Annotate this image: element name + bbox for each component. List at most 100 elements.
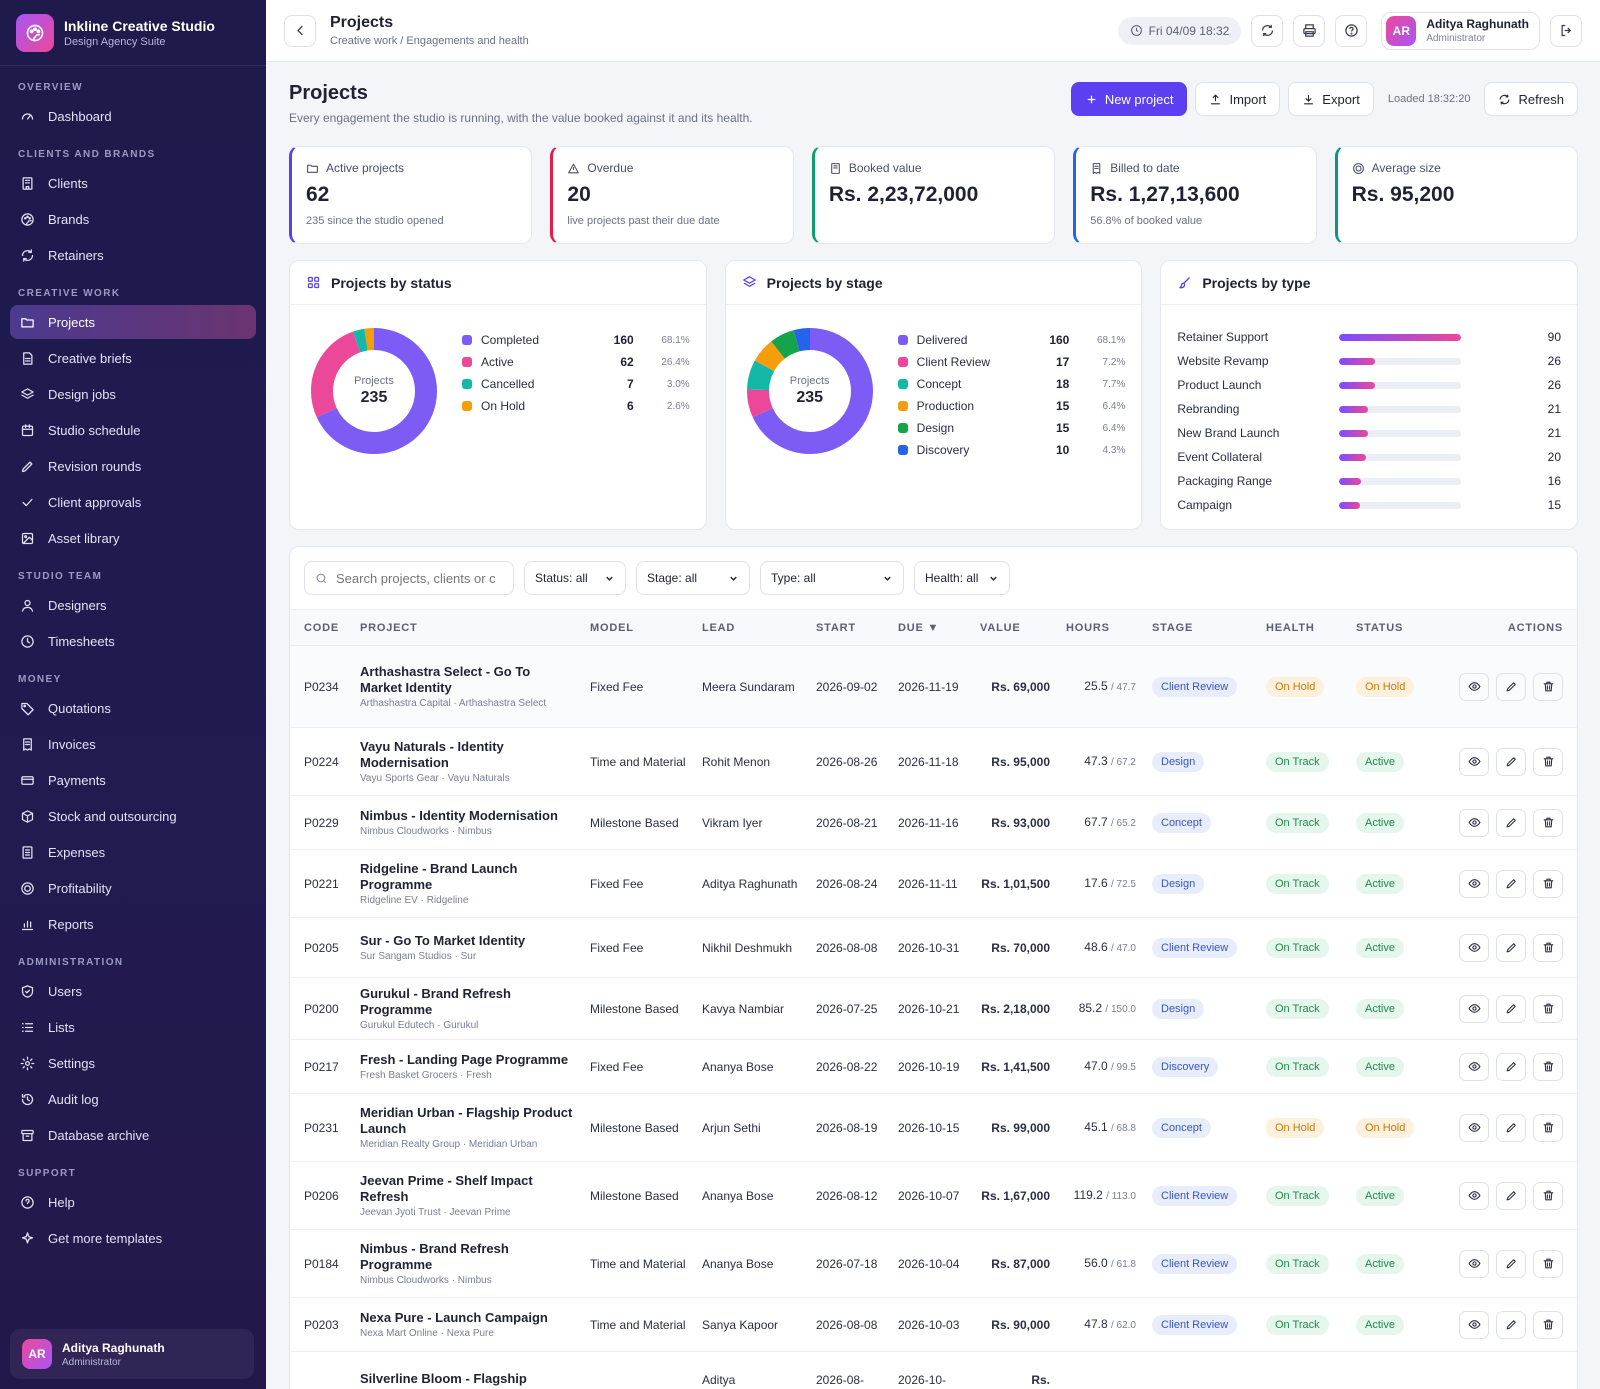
sidebar-item-dashboard[interactable]: Dashboard [10,99,256,133]
sidebar-item-audit-log[interactable]: Audit log [10,1082,256,1116]
delete-button[interactable] [1533,1181,1563,1210]
sidebar-item-design-jobs[interactable]: Design jobs [10,377,256,411]
search-input[interactable] [336,570,506,586]
delete-button[interactable] [1533,672,1563,701]
export-button[interactable]: Export [1288,82,1374,116]
sidebar-item-asset-library[interactable]: Asset library [10,521,256,555]
sidebar-item-client-approvals[interactable]: Client approvals [10,485,256,519]
status-filter[interactable]: Status: all [524,561,626,595]
print-button[interactable] [1293,14,1326,47]
table-row[interactable]: P0231 Meridian Urban - Flagship Product L… [290,1093,1577,1162]
project-name[interactable]: Vayu Naturals - Identity Modernisation [360,738,504,770]
edit-button[interactable] [1496,672,1526,701]
sidebar-user[interactable]: AR Aditya Raghunath Administrator [10,1329,254,1379]
sidebar-item-settings[interactable]: Settings [10,1046,256,1080]
logout-button[interactable] [1550,14,1582,47]
sync-button[interactable] [1251,14,1284,47]
sidebar-item-payments[interactable]: Payments [10,763,256,797]
sidebar-item-help[interactable]: Help [10,1185,256,1219]
view-button[interactable] [1459,1249,1489,1278]
project-name[interactable]: Nexa Pure - Launch Campaign [360,1309,548,1325]
delete-button[interactable] [1533,1113,1563,1142]
sidebar-item-clients[interactable]: Clients [10,166,256,200]
project-name[interactable]: Silverline Bloom - Flagship [360,1371,527,1386]
sidebar-item-projects[interactable]: Projects [10,305,256,339]
sidebar-item-brands[interactable]: Brands [10,202,256,236]
health-filter[interactable]: Health: all [914,561,1010,595]
delete-button[interactable] [1533,1249,1563,1278]
view-button[interactable] [1459,747,1489,776]
edit-button[interactable] [1496,1181,1526,1210]
brand[interactable]: Inkline Creative Studio Design Agency Su… [0,0,266,66]
project-name[interactable]: Meridian Urban - Flagship Product Launch [360,1104,573,1136]
project-name[interactable]: Sur - Go To Market Identity [360,932,526,948]
sidebar-item-stock-and-outsourcing[interactable]: Stock and outsourcing [10,799,256,833]
view-button[interactable] [1459,1113,1489,1142]
sidebar-item-lists[interactable]: Lists [10,1010,256,1044]
table-row[interactable]: P0205 Sur - Go To Market Identity Sur Sang… [290,917,1577,978]
table-row[interactable]: P0206 Jeevan Prime - Shelf Impact Refresh… [290,1161,1577,1230]
edit-button[interactable] [1496,1052,1526,1081]
delete-button[interactable] [1533,1310,1563,1339]
view-button[interactable] [1459,808,1489,837]
table-row[interactable]: Silverline Bloom - Flagship Aditya 2026-08… [290,1351,1577,1389]
user-menu[interactable]: AR Aditya Raghunath Administrator [1381,11,1540,50]
delete-button[interactable] [1533,869,1563,898]
sidebar-item-invoices[interactable]: Invoices [10,727,256,761]
edit-button[interactable] [1496,1310,1526,1339]
view-button[interactable] [1459,869,1489,898]
table-row[interactable]: P0234 Arthashastra Select - Go To Market … [290,645,1577,728]
project-name[interactable]: Nimbus - Identity Modernisation [360,807,558,823]
refresh-button[interactable]: Refresh [1484,82,1578,116]
column-header[interactable]: DUE ▼ [890,609,972,646]
import-button[interactable]: Import [1195,82,1281,116]
view-button[interactable] [1459,994,1489,1023]
table-row[interactable]: P0229 Nimbus - Identity Modernisation Nimb… [290,795,1577,850]
delete-button[interactable] [1533,808,1563,837]
edit-button[interactable] [1496,933,1526,962]
project-name[interactable]: Gurukul - Brand Refresh Programme [360,985,511,1017]
sidebar-item-creative-briefs[interactable]: Creative briefs [10,341,256,375]
view-button[interactable] [1459,1310,1489,1339]
table-row[interactable]: P0221 Ridgeline - Brand Launch Programme R… [290,849,1577,918]
table-row[interactable]: P0200 Gurukul - Brand Refresh Programme Gu… [290,977,1577,1040]
sidebar-item-designers[interactable]: Designers [10,588,256,622]
sidebar-item-timesheets[interactable]: Timesheets [10,624,256,658]
stage-filter[interactable]: Stage: all [636,561,750,595]
table-row[interactable]: P0203 Nexa Pure - Launch Campaign Nexa Mar… [290,1297,1577,1352]
type-filter[interactable]: Type: all [760,561,904,595]
view-button[interactable] [1459,672,1489,701]
edit-button[interactable] [1496,869,1526,898]
search-box[interactable] [304,561,514,595]
delete-button[interactable] [1533,933,1563,962]
project-name[interactable]: Fresh - Landing Page Programme [360,1051,569,1067]
view-button[interactable] [1459,933,1489,962]
view-button[interactable] [1459,1052,1489,1081]
delete-button[interactable] [1533,747,1563,776]
project-name[interactable]: Arthashastra Select - Go To Market Ident… [360,663,531,695]
edit-button[interactable] [1496,994,1526,1023]
sidebar-item-quotations[interactable]: Quotations [10,691,256,725]
sidebar-item-reports[interactable]: Reports [10,907,256,941]
sidebar-item-users[interactable]: Users [10,974,256,1008]
sidebar-item-expenses[interactable]: Expenses [10,835,256,869]
table-row[interactable]: P0184 Nimbus - Brand Refresh Programme Nim… [290,1229,1577,1298]
project-name[interactable]: Nimbus - Brand Refresh Programme [360,1240,509,1272]
project-name[interactable]: Ridgeline - Brand Launch Programme [360,860,518,892]
delete-button[interactable] [1533,1052,1563,1081]
sidebar-item-studio-schedule[interactable]: Studio schedule [10,413,256,447]
sidebar-item-database-archive[interactable]: Database archive [10,1118,256,1152]
table-row[interactable]: P0217 Fresh - Landing Page Programme Fresh… [290,1039,1577,1094]
edit-button[interactable] [1496,1113,1526,1142]
sidebar-item-revision-rounds[interactable]: Revision rounds [10,449,256,483]
project-name[interactable]: Jeevan Prime - Shelf Impact Refresh [360,1172,533,1204]
view-button[interactable] [1459,1181,1489,1210]
sidebar-item-profitability[interactable]: Profitability [10,871,256,905]
delete-button[interactable] [1533,994,1563,1023]
edit-button[interactable] [1496,808,1526,837]
edit-button[interactable] [1496,747,1526,776]
help-button[interactable] [1335,14,1368,47]
edit-button[interactable] [1496,1249,1526,1278]
new-project-button[interactable]: New project [1070,82,1188,116]
table-row[interactable]: P0224 Vayu Naturals - Identity Modernisat… [290,727,1577,796]
